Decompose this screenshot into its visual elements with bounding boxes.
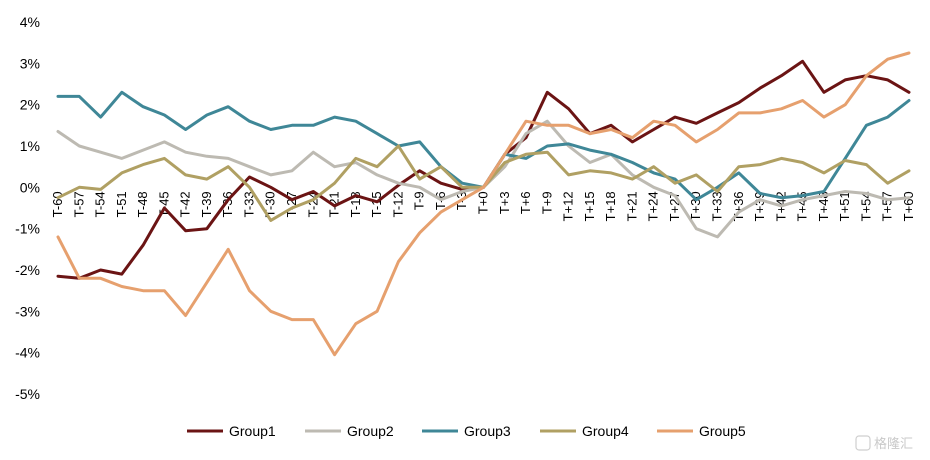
x-tick-label: T+33 <box>710 191 725 221</box>
x-tick-label: T+57 <box>880 191 895 221</box>
x-tick-label: T+24 <box>646 191 661 221</box>
y-tick-label: -2% <box>15 262 40 278</box>
legend-label: Group1 <box>229 423 276 439</box>
x-tick-label: T-42 <box>178 191 193 217</box>
y-tick-label: 1% <box>20 138 40 154</box>
y-axis: 4% 3% 2% 1% 0% -1% -2% -3% -4% -5% <box>15 14 40 402</box>
legend-label: Group2 <box>347 423 394 439</box>
legend-label: Group4 <box>582 423 629 439</box>
watermark-text: 格隆汇 <box>874 436 913 451</box>
x-tick-label: T-33 <box>241 191 256 217</box>
legend-item-group5: Group5 <box>657 423 746 439</box>
x-tick-label: T+6 <box>518 191 533 214</box>
x-tick-label: T-60 <box>50 191 65 217</box>
x-tick-label: T+60 <box>901 191 916 221</box>
watermark-logo-icon <box>855 435 871 451</box>
x-tick-label: T+36 <box>731 191 746 221</box>
x-tick-label: T-15 <box>369 191 384 217</box>
y-tick-label: -1% <box>15 221 40 237</box>
legend-item-group1: Group1 <box>187 423 276 439</box>
x-tick-label: T-12 <box>390 191 405 217</box>
y-tick-label: -5% <box>15 386 40 402</box>
x-tick-label: T-57 <box>71 191 86 217</box>
x-tick-label: T+15 <box>582 191 597 221</box>
x-tick-label: T-39 <box>199 191 214 217</box>
legend-item-group4: Group4 <box>540 423 629 439</box>
x-tick-label: T+9 <box>539 191 554 214</box>
legend-label: Group5 <box>699 423 746 439</box>
x-tick-label: T+3 <box>497 191 512 214</box>
x-tick-label: T-30 <box>263 191 278 217</box>
y-tick-label: 3% <box>20 55 40 71</box>
series-line-group1 <box>56 59 911 280</box>
x-tick-label: T+48 <box>816 191 831 221</box>
x-tick-label: T+51 <box>837 191 852 221</box>
watermark: 格隆汇 <box>855 435 913 451</box>
y-tick-label: 4% <box>20 14 40 30</box>
y-tick-label: 0% <box>20 179 40 195</box>
series-line-group5 <box>56 51 911 357</box>
x-tick-label: T-48 <box>135 191 150 217</box>
x-tick-label: T+54 <box>858 191 873 221</box>
legend-item-group2: Group2 <box>305 423 394 439</box>
x-tick-label: T-54 <box>93 191 108 217</box>
x-tick-label: T+39 <box>752 191 767 221</box>
x-tick-label: T-51 <box>114 191 129 217</box>
legend-label: Group3 <box>464 423 511 439</box>
x-tick-label: T+12 <box>561 191 576 221</box>
x-tick-label: T-9 <box>412 191 427 210</box>
x-axis: T-60 T-57 T-54 T-51 T-48 T-45 T-42 T-39 T-36 T-33… <box>50 191 916 221</box>
x-tick-label: T+21 <box>624 191 639 221</box>
x-tick-label: T+0 <box>476 191 491 214</box>
y-tick-label: -4% <box>15 345 40 361</box>
legend: Group1 Group2 Group3 Group4 Group5 <box>187 423 746 439</box>
y-tick-label: -3% <box>15 303 40 319</box>
series-layer <box>56 51 911 357</box>
y-tick-label: 2% <box>20 97 40 113</box>
legend-item-group3: Group3 <box>422 423 511 439</box>
x-tick-label: T+18 <box>603 191 618 221</box>
